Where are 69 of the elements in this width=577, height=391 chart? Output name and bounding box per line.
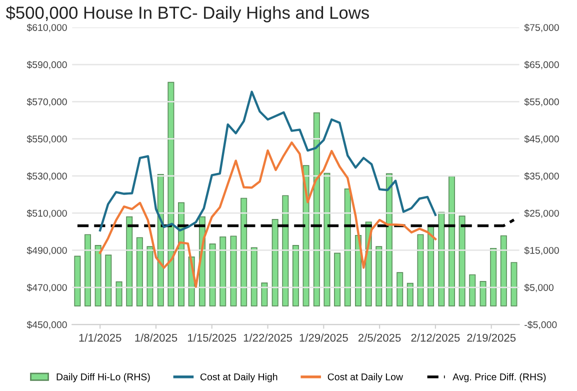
bar bbox=[458, 216, 466, 306]
bar bbox=[240, 198, 248, 306]
y2-tick-label: $15,000 bbox=[524, 246, 559, 256]
bar bbox=[386, 173, 392, 306]
bar bbox=[84, 234, 92, 306]
y2-tick-label: $45,000 bbox=[524, 135, 559, 144]
y-tick-label: $570,000 bbox=[26, 98, 67, 106]
y-tick-label: $550,000 bbox=[26, 135, 67, 144]
x-tick-label: 1/1/2025 bbox=[79, 334, 122, 342]
bar bbox=[406, 282, 414, 306]
y2-tick-label: $5,000 bbox=[524, 284, 554, 292]
bar bbox=[292, 244, 299, 306]
bar bbox=[490, 248, 497, 306]
bar bbox=[417, 234, 424, 306]
legend-label: Cost at Daily High bbox=[200, 373, 278, 382]
bar bbox=[272, 218, 278, 306]
bar bbox=[324, 172, 330, 306]
bar bbox=[334, 252, 341, 306]
bar bbox=[136, 237, 143, 306]
x-tick-label: 2/19/2025 bbox=[467, 334, 516, 342]
legend-label: Daily Diff Hi-Lo (RHS) bbox=[56, 373, 150, 382]
x-tick-label: 1/15/2025 bbox=[188, 334, 236, 342]
bar bbox=[396, 272, 404, 306]
legend-label: Avg. Price Diff. (RHS) bbox=[452, 373, 546, 382]
y-tick-label: $490,000 bbox=[26, 246, 67, 256]
chart-title: $500,000 House In BTC- Daily Highs and Lows bbox=[6, 6, 369, 22]
y-tick-label: $510,000 bbox=[26, 209, 67, 218]
y2-tick-label: $55,000 bbox=[524, 98, 559, 106]
legend-label: Cost at Daily Low bbox=[328, 373, 404, 382]
y-tick-label: $530,000 bbox=[26, 172, 67, 181]
bar bbox=[116, 281, 122, 306]
bar bbox=[168, 82, 174, 306]
y-tick-label: $470,000 bbox=[26, 284, 67, 292]
y2-tick-label: $35,000 bbox=[524, 172, 559, 181]
bar bbox=[230, 236, 237, 306]
bar bbox=[74, 256, 81, 306]
bar bbox=[438, 212, 445, 306]
bar bbox=[448, 176, 456, 306]
y2-tick-label: $25,000 bbox=[524, 209, 559, 218]
bar bbox=[220, 236, 226, 306]
y-tick-label: $610,000 bbox=[26, 24, 67, 32]
bar bbox=[250, 247, 258, 306]
y2-tick-label: -$5,000 bbox=[524, 320, 557, 330]
bar bbox=[105, 254, 112, 306]
bar bbox=[500, 235, 507, 306]
bar bbox=[344, 188, 351, 306]
line-series bbox=[98, 90, 437, 232]
bar bbox=[209, 244, 216, 306]
x-tick-label: 1/29/2025 bbox=[300, 334, 348, 342]
y-tick-label: $450,000 bbox=[26, 320, 67, 330]
bar bbox=[126, 216, 133, 306]
bar bbox=[376, 246, 382, 306]
bar bbox=[313, 112, 320, 306]
bar bbox=[282, 195, 289, 306]
bar bbox=[94, 244, 102, 306]
x-tick-label: 1/22/2025 bbox=[244, 334, 292, 342]
bar bbox=[146, 246, 154, 306]
bar bbox=[469, 274, 476, 306]
bar bbox=[480, 281, 486, 306]
x-tick-label: 2/12/2025 bbox=[411, 334, 460, 342]
y2-tick-label: $75,000 bbox=[524, 24, 559, 32]
y-tick-label: $590,000 bbox=[26, 60, 67, 70]
line-series bbox=[98, 141, 437, 288]
bar bbox=[261, 282, 268, 306]
bar bbox=[428, 226, 434, 306]
bar bbox=[510, 262, 518, 306]
x-tick-label: 1/8/2025 bbox=[135, 334, 178, 342]
x-tick-label: 2/5/2025 bbox=[358, 334, 401, 342]
y2-tick-label: $65,000 bbox=[524, 60, 559, 70]
